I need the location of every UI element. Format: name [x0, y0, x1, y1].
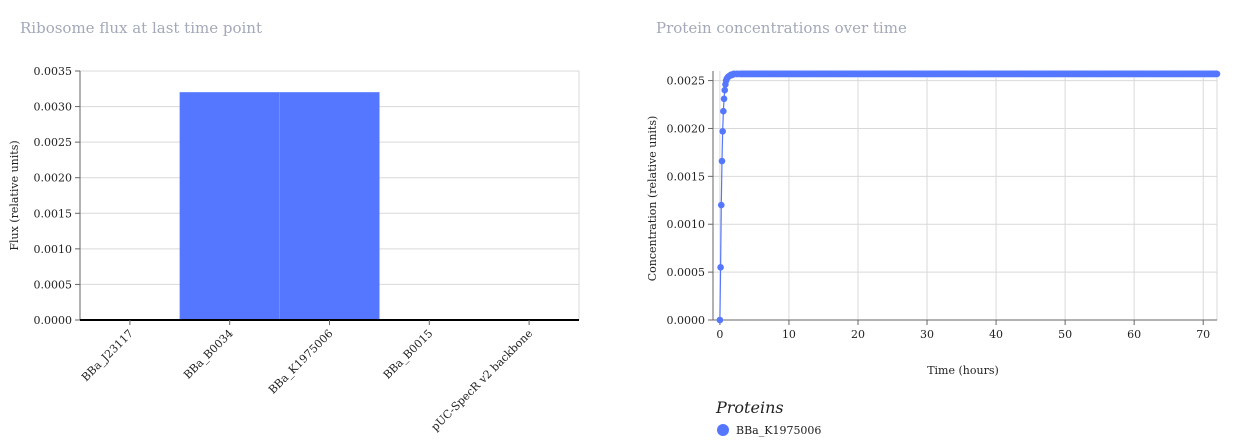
scatter-xtick-label: 30 — [920, 328, 934, 341]
scatter-confidence-band — [719, 69, 1217, 320]
scatter-xtick-label: 60 — [1127, 328, 1141, 341]
scatter-point — [720, 107, 727, 115]
scatter-point — [719, 128, 726, 135]
legend-title: Proteins — [715, 398, 784, 417]
bar-y-axis-label: Flux (relative units) — [8, 140, 21, 250]
bar-category-label: BBa_B0034 — [181, 327, 236, 382]
scatter-point — [721, 86, 729, 94]
scatter-ytick-label: 0.0010 — [667, 218, 706, 231]
scatter-ytick-label: 0.0000 — [667, 314, 706, 327]
scatter-point — [1213, 70, 1221, 78]
bar-category-label: BBa_J23117 — [79, 327, 136, 384]
ribosome-flux-bar-chart: 0.0000 0.0005 0.0010 0.0015 0.0020 0.0025 0.00… — [8, 65, 580, 434]
bar-ytick-label: 0.0025 — [34, 136, 73, 149]
bar-BBa_B0034 — [179, 92, 280, 321]
scatter-xtick-label: 10 — [782, 328, 796, 341]
bar-ytick-label: 0.0020 — [34, 172, 73, 185]
scatter-xtick-label: 50 — [1058, 328, 1072, 341]
scatter-y-axis-label: Concentration (relative units) — [646, 116, 659, 282]
bar-ytick-label: 0.0005 — [34, 278, 73, 291]
bar-ytick-label: 0.0000 — [34, 314, 73, 327]
scatter-x-axis-label: Time (hours) — [927, 364, 999, 377]
scatter-series-line — [719, 73, 1217, 321]
bar-category-label: BBa_K1975006 — [266, 327, 336, 397]
bar-ytick-label: 0.0015 — [34, 207, 73, 220]
scatter-ytick-label: 0.0025 — [667, 75, 706, 88]
bar-ytick-label: 0.0035 — [34, 65, 73, 78]
legend-item-label: BBa_K1975006 — [736, 424, 821, 437]
legend-swatch — [717, 424, 729, 436]
scatter-xtick-label: 40 — [989, 328, 1003, 341]
bar-ytick-label: 0.0010 — [34, 243, 73, 256]
bar-category-label: BBa_B0015 — [381, 327, 436, 382]
protein-concentration-scatter-chart: 0.0000 0.0005 0.0010 0.0015 0.0020 0.0025 0 10 2… — [646, 69, 1221, 437]
scatter-xtick-label: 70 — [1196, 328, 1210, 341]
bar-category-label: pUC-SpecR v2 backbone — [429, 327, 536, 434]
scatter-point — [717, 201, 725, 209]
scatter-chart-title: Protein concentrations over time — [656, 19, 907, 37]
scatter-ytick-label: 0.0020 — [667, 122, 706, 135]
scatter-point — [716, 316, 724, 324]
scatter-ytick-label: 0.0015 — [667, 170, 706, 183]
scatter-ytick-label: 0.0005 — [667, 266, 706, 279]
scatter-point — [718, 157, 726, 165]
scatter-xtick-label: 20 — [851, 328, 865, 341]
bar-chart-title: Ribosome flux at last time point — [20, 19, 262, 37]
scatter-point — [717, 264, 724, 271]
bar-ytick-label: 0.0030 — [34, 101, 73, 114]
bar-BBa_K1975006 — [279, 92, 380, 321]
scatter-point — [737, 70, 744, 78]
scatter-xtick-label: 0 — [716, 328, 723, 341]
scatter-point — [720, 95, 728, 103]
